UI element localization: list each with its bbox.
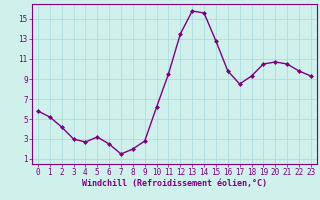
X-axis label: Windchill (Refroidissement éolien,°C): Windchill (Refroidissement éolien,°C) (82, 179, 267, 188)
